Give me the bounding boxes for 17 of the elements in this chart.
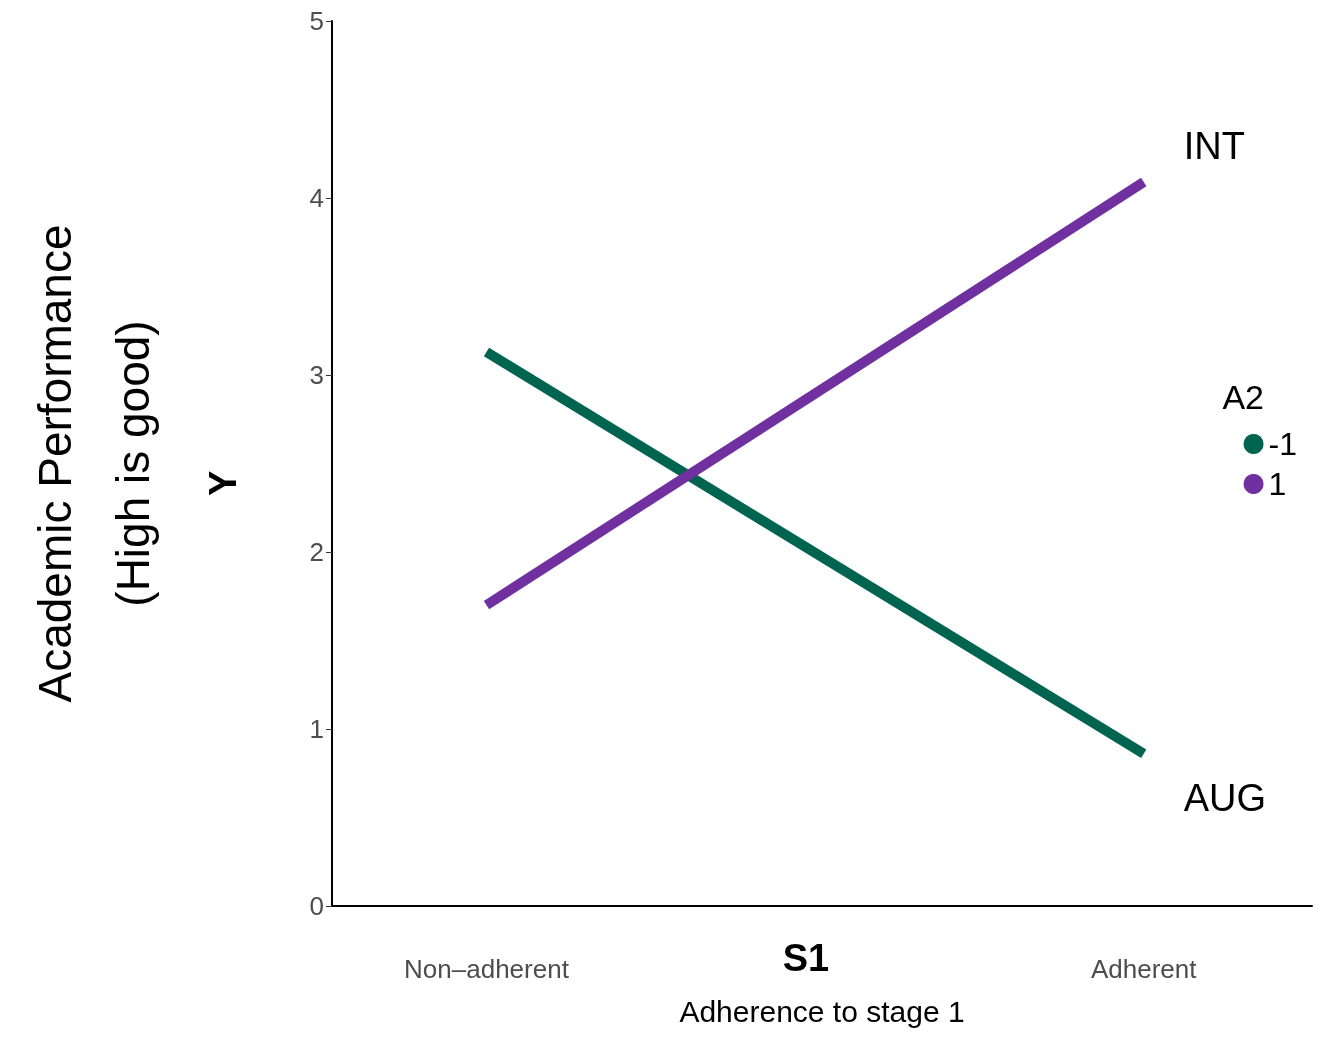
x-tick-label: Adherent xyxy=(1090,954,1198,984)
legend-label: 1 xyxy=(1268,466,1287,502)
annotation: AUG xyxy=(1183,776,1267,819)
x-tick-label: Non–adherent xyxy=(404,954,570,984)
y-tick-label: 0 xyxy=(309,891,324,921)
y-tick-label: 1 xyxy=(309,714,324,744)
text: S1 xyxy=(782,937,830,979)
y-tick-label: 4 xyxy=(309,183,324,213)
legend-label: -1 xyxy=(1268,426,1297,462)
x-axis-title: Adherence to stage 1 xyxy=(679,994,965,1028)
y-tick-label: 5 xyxy=(309,6,324,36)
annotation: INT xyxy=(1183,125,1245,168)
y-tick-label: 2 xyxy=(309,537,324,567)
y-axis-title: Academic Performance (High is good) xyxy=(29,224,159,703)
y-tick-label: 3 xyxy=(309,360,324,390)
legend-title: A2 xyxy=(1222,378,1265,416)
text: Y xyxy=(202,470,244,496)
